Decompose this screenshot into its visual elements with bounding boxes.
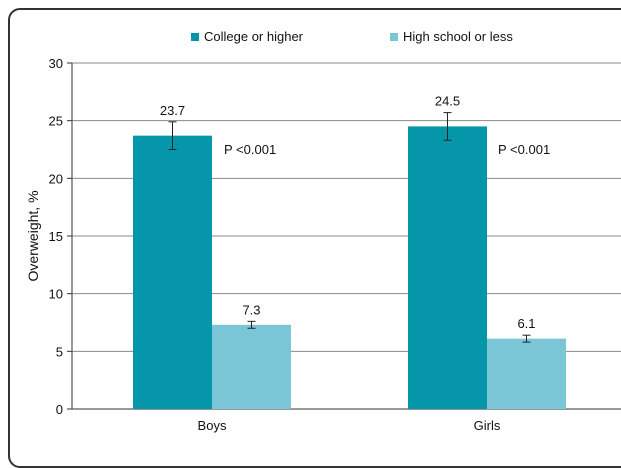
labels: 0 5 10 15 20 25 30 23.7 24.5 7.3 6.1 Boys Girls P <0.… bbox=[49, 56, 551, 433]
bar-boys-college bbox=[133, 135, 212, 409]
y-axis-label: Overweight, % bbox=[25, 190, 41, 281]
y-tick-label-30: 30 bbox=[49, 56, 63, 71]
legend-label-highschool: High school or less bbox=[403, 29, 513, 44]
legend-item-college: College or higher bbox=[191, 29, 303, 44]
data-label-boys-college: 23.7 bbox=[160, 103, 185, 118]
x-tick-label-girls: Girls bbox=[474, 418, 501, 433]
legend-item-highschool: High school or less bbox=[390, 29, 513, 44]
legend-swatch-college bbox=[191, 32, 199, 41]
bar-chart: 0 5 10 15 20 25 30 23.7 24.5 7.3 6.1 Boys Girls P <0.… bbox=[25, 56, 621, 433]
data-label-girls-highschool: 6.1 bbox=[517, 316, 535, 331]
p-value-annotation-2: P <0.001 bbox=[498, 142, 550, 157]
y-tick-label-25: 25 bbox=[49, 114, 63, 129]
legend-label-college: College or higher bbox=[204, 29, 304, 44]
y-tick-label-10: 10 bbox=[49, 287, 63, 302]
y-tick-label-0: 0 bbox=[56, 402, 63, 417]
p-value-annotation-1: P <0.001 bbox=[224, 142, 276, 157]
data-label-girls-college: 24.5 bbox=[435, 94, 460, 109]
y-tick-label-20: 20 bbox=[49, 171, 63, 186]
data-label-boys-highschool: 7.3 bbox=[242, 302, 260, 317]
y-tick-label-5: 5 bbox=[56, 344, 63, 359]
bar-boys-highschool bbox=[212, 324, 291, 409]
bar-girls-highschool bbox=[487, 338, 566, 409]
legend-swatch-highschool bbox=[390, 32, 398, 41]
x-tick-label-boys: Boys bbox=[198, 418, 227, 433]
y-tick-label-15: 15 bbox=[49, 229, 63, 244]
bar-girls-college bbox=[408, 126, 487, 409]
bars bbox=[133, 112, 566, 409]
